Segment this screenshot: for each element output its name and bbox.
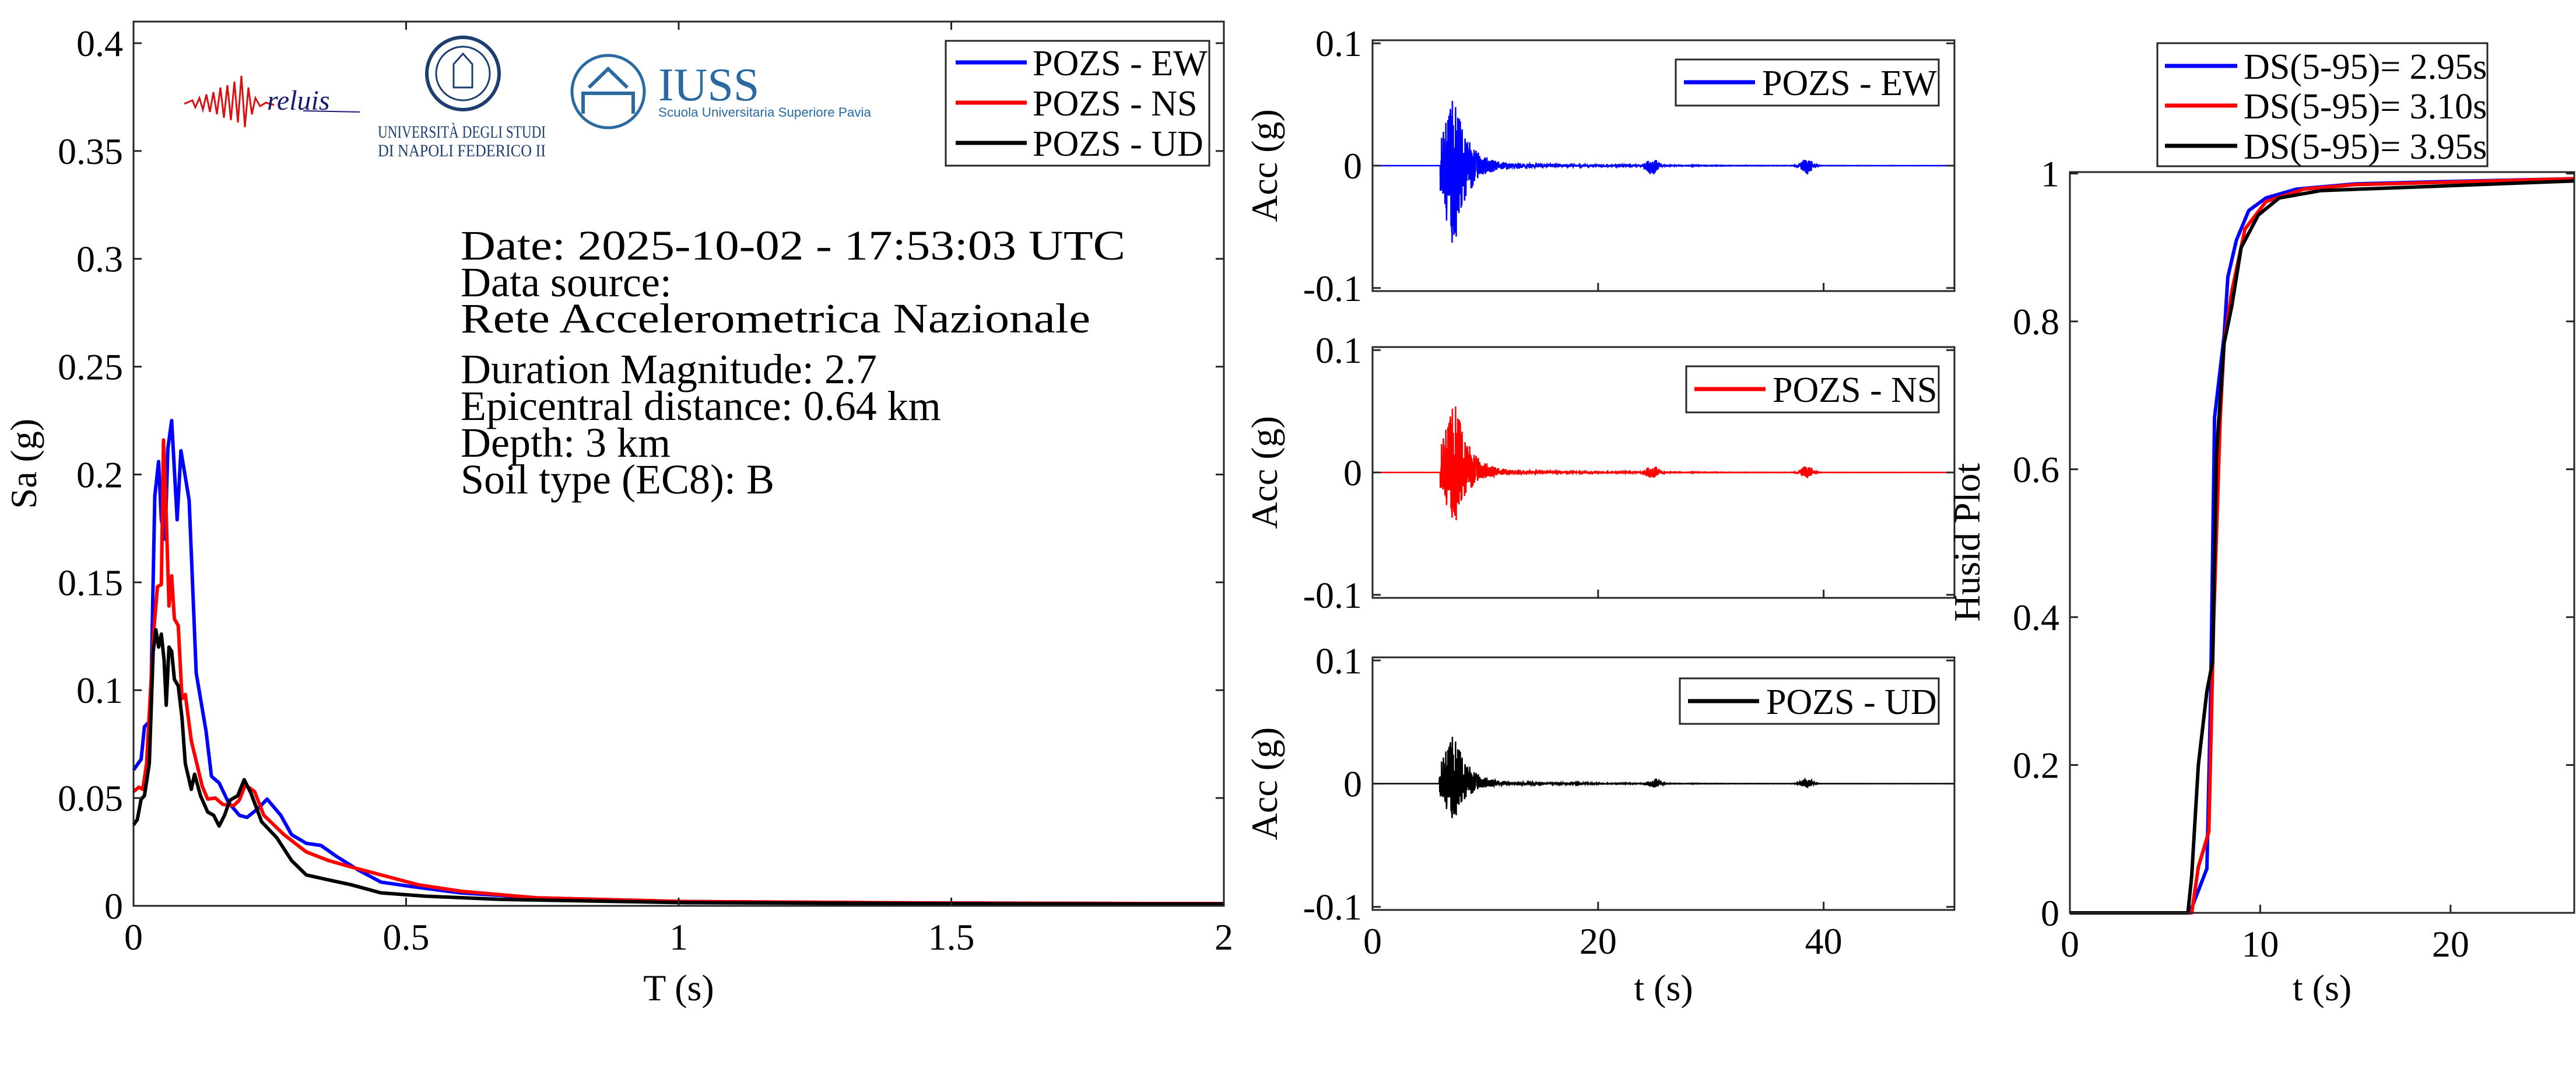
iuss-emblem-building xyxy=(581,66,635,114)
acc_ud-panel: 0 20 40-0.100.1t (s)Acc (g)POZS - UD xyxy=(1244,640,1956,1009)
acc_ew-ytick-label: 0.1 xyxy=(1315,23,1362,64)
husid-series-ds-5-95-3-95s xyxy=(2070,179,2575,915)
spectrum-series-pozs-ns xyxy=(132,438,1224,906)
unina-logo-line2: DI NAPOLI FEDERICO II xyxy=(378,141,546,160)
spectrum-xlabel: T (s) xyxy=(643,967,714,1009)
husid-xlabel: t (s) xyxy=(2293,967,2352,1009)
iuss-logo-subtitle: Scuola Universitaria Superiore Pavia xyxy=(658,105,872,120)
unina-seal-figure xyxy=(452,52,473,89)
event-info: Date: 2025-10-02 - 17:53:03 UTC Data sou… xyxy=(461,222,1125,503)
epicentral-distance: Epicentral distance: 0.64 km xyxy=(461,383,941,429)
data-source-label: Data source: xyxy=(461,259,672,306)
acc_ew-panel: -0.1 0 0.1 Acc (g) POZS - EW xyxy=(1244,23,1956,309)
acc_ns-trace-pozs-ns xyxy=(1372,406,1954,520)
acc_ew-legend-label: POZS - EW xyxy=(1762,64,1937,103)
acc_ew-ytick-label: 0 xyxy=(1343,145,1362,187)
spectrum-series-pozs-ud xyxy=(132,628,1224,906)
acc_ud-legend: POZS - UD xyxy=(1679,677,1940,725)
reluis-logo: reluis xyxy=(184,75,360,128)
husid-legend-label: DS(5-95)= 3.95s xyxy=(2244,127,2487,167)
husid-ytick-label: 0.6 xyxy=(2013,449,2059,491)
event-date: Date: 2025-10-02 - 17:53:03 UTC xyxy=(461,222,1125,269)
spectrum-legend-label: POZS - NS xyxy=(1033,84,1198,124)
spectrum-ytick-label: 0.15 xyxy=(58,562,123,603)
acc_ew-legend: POZS - EW xyxy=(1675,58,1940,107)
acc_ns-legend: POZS - NS xyxy=(1685,365,1940,414)
spectrum-ytick-label: 0.3 xyxy=(76,239,123,280)
acc_ud-xtick-label: 0 xyxy=(1363,920,1382,962)
unina-logo: UNIVERSITÀ DEGLI STUDI DI NAPOLI FEDERIC… xyxy=(378,36,546,160)
husid-axes-frame xyxy=(2069,171,2575,914)
husid-xtick-label: 0 xyxy=(2061,923,2079,965)
husid-panel: 0 10 20 0 0.2 0.4 0.6 0.8 1 t (s) Husid Plot DS(5-9… xyxy=(1946,42,2575,1009)
spectrum-xtick-label: 1 xyxy=(669,916,688,958)
spectrum-ytick-label: 0.4 xyxy=(76,23,123,64)
acc_ud-ylabel: Acc (g) xyxy=(1244,727,1285,841)
acc_ud-ytick-label: 0.1 xyxy=(1315,640,1362,681)
spectrum-ytick-label: 0.2 xyxy=(76,454,123,495)
husid-xtick-label: 10 xyxy=(2241,923,2279,965)
husid-ytick-label: 0.4 xyxy=(2013,597,2059,638)
spectrum-xtick-label: 0 xyxy=(124,916,143,958)
unina-seal-icon xyxy=(425,36,501,111)
spectrum-ytick-label: 0.1 xyxy=(76,670,123,711)
husid-ytick-label: 0 xyxy=(2041,892,2059,934)
acc_ud-trace-pozs-ud xyxy=(1372,737,1954,818)
spectrum-ylabel: Sa (g) xyxy=(3,419,44,509)
acc_ew-series-group xyxy=(1372,100,1955,243)
acc_ud-legend-label: POZS - UD xyxy=(1766,682,1937,722)
depth: Depth: 3 km xyxy=(461,419,671,466)
husid-legend-label: DS(5-95)= 3.10s xyxy=(2244,87,2487,127)
spectrum-xtick-label: 0.5 xyxy=(383,916,430,958)
husid-ytick-label: 1 xyxy=(2041,153,2059,195)
soil-type: Soil type (EC8): B xyxy=(461,456,774,503)
acc_ew-ylabel: Acc (g) xyxy=(1244,109,1285,222)
husid-ylabel: Husid Plot xyxy=(1946,463,1988,622)
acc_ud-ytick-label: 0 xyxy=(1343,764,1362,805)
unina-seal-inner-ring xyxy=(435,45,491,101)
plots: 0 0.5 1 1.5 200.050.10.150.20.250.30.350.4T … xyxy=(3,20,2575,1009)
spectrum-series-group xyxy=(132,419,1224,906)
acc_ns-legend-label: POZS - NS xyxy=(1773,370,1938,410)
acc_ew-trace-pozs-ew xyxy=(1372,100,1955,243)
spectrum-ytick-label: 0.05 xyxy=(58,778,123,819)
acc_ud-xtick-label: 20 xyxy=(1580,920,1617,962)
acc_ns-ytick-label: -0.1 xyxy=(1303,575,1362,616)
spectrum-xtick-label: 2 xyxy=(1215,916,1233,958)
spectrum-xtick-label: 1.5 xyxy=(928,916,975,958)
unina-logo-line1: UNIVERSITÀ DEGLI STUDI xyxy=(378,122,546,142)
reluis-underline xyxy=(303,110,360,113)
acc_ns-ytick-label: 0.1 xyxy=(1315,330,1362,371)
husid-ytick-label: 0.2 xyxy=(2013,745,2059,786)
spectrum-panel: 0 0.5 1 1.5 2 0 0.05 0.1 0.15 0.2 0.25 0.3 0.35 0.4 T … xyxy=(3,20,1233,1009)
acc_ns-ylabel: Acc (g) xyxy=(1244,416,1285,529)
spectrum-legend-label: POZS - EW xyxy=(1033,44,1208,83)
data-source: Rete Accelerometrica Nazionale xyxy=(461,295,1090,342)
spectrum-ytick-label: 0 xyxy=(104,885,123,927)
reluis-seismogram-icon xyxy=(184,75,275,128)
husid-series-group xyxy=(2070,177,2575,915)
spectrum-legend-label: POZS - UD xyxy=(1033,124,1203,164)
iuss-logo-text: IUSS xyxy=(658,59,759,111)
acc_ud-xlabel: t (s) xyxy=(1634,967,1693,1009)
husid-xtick-label: 20 xyxy=(2432,923,2469,965)
acc_ud-ytick-label: -0.1 xyxy=(1303,887,1362,928)
acc_ud-series-group xyxy=(1372,737,1954,818)
spectrum-ytick-label: 0.25 xyxy=(58,346,123,388)
acc_ns-ytick-label: 0 xyxy=(1343,452,1362,493)
husid-legend-label: DS(5-95)= 2.95s xyxy=(2244,47,2487,87)
acc_ns-panel: -0.1 0 0.1 Acc (g) POZS - NS xyxy=(1244,330,1956,616)
husid-ytick-label: 0.8 xyxy=(2013,301,2059,342)
iuss-logo: IUSS Scuola Universitaria Superiore Pavi… xyxy=(570,54,872,129)
acc_ud-xtick-label: 40 xyxy=(1805,920,1842,962)
acc_ew-legend-box xyxy=(1675,58,1940,107)
acc_ns-series-group xyxy=(1372,406,1954,520)
acc_ew-ytick-label: -0.1 xyxy=(1303,268,1362,309)
duration-magnitude: Duration Magnitude: 2.7 xyxy=(461,346,877,393)
spectrum-ytick-label: 0.35 xyxy=(58,131,123,172)
